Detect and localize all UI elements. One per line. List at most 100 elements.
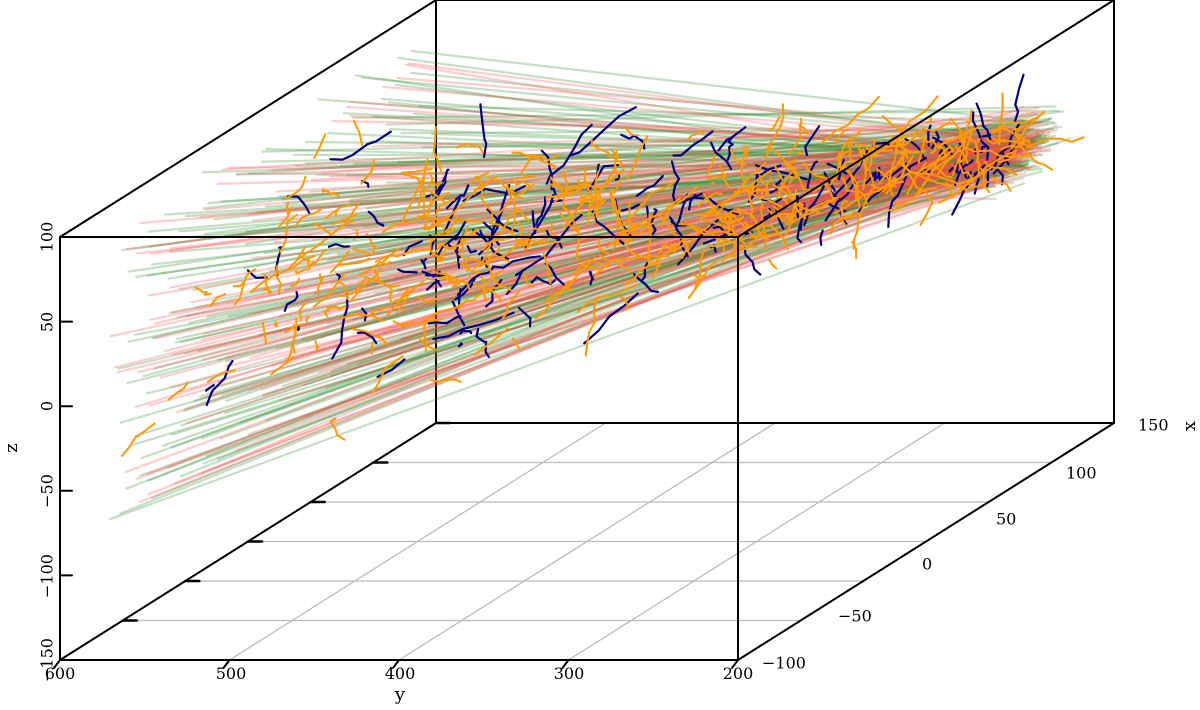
filament-orange (387, 283, 394, 305)
filament-orange (678, 223, 721, 244)
filament-orange (270, 356, 295, 376)
filament-orange (374, 248, 432, 263)
filament-orange (481, 218, 510, 251)
filament-orange (886, 148, 909, 174)
filament-orange (786, 188, 797, 225)
filament-orange (386, 279, 425, 316)
filament-navy (475, 327, 490, 359)
x-tick-label: 0 (922, 555, 932, 574)
filament-navy (804, 125, 821, 157)
sightline-green (400, 128, 1055, 135)
filament-orange (423, 198, 456, 231)
filament-orange (922, 159, 938, 176)
filament-orange (371, 355, 404, 393)
y-tick-label: 600 (45, 664, 76, 683)
sightline-red (399, 141, 1041, 252)
filament-orange (958, 130, 969, 164)
filament-orange (532, 227, 548, 231)
filament-navy (530, 276, 557, 286)
filament-navy (505, 269, 524, 296)
filament-orange (888, 95, 939, 148)
sightline-green (153, 144, 990, 370)
filament-navy (421, 270, 443, 288)
y-tick-label: 500 (216, 664, 247, 683)
x-tick-label: 100 (1066, 464, 1097, 483)
filament-navy (534, 196, 547, 226)
filament-orange (998, 92, 1004, 146)
sightline-red (396, 165, 1040, 228)
filament-orange (419, 180, 426, 216)
filament-navy (726, 137, 734, 161)
filament-navy (805, 160, 819, 191)
filament-orange (773, 206, 793, 222)
sightline-red (270, 136, 1039, 172)
sightline-green (167, 133, 1040, 469)
sightline-green (421, 141, 1036, 149)
filament-orange (660, 185, 699, 227)
filament-orange (458, 260, 481, 274)
filament-orange (338, 257, 371, 266)
sightline-red (185, 143, 1043, 425)
sightline-green (409, 71, 1034, 140)
filament-orange (301, 257, 311, 268)
filament-orange (958, 149, 1018, 192)
sightline-green (147, 149, 1022, 277)
filament-orange (797, 151, 803, 155)
filament-navy (367, 210, 385, 227)
filament-orange (605, 197, 681, 248)
filament-orange (305, 315, 310, 325)
filament-orange (623, 201, 647, 226)
filament-orange (907, 170, 969, 193)
filament-orange (430, 175, 498, 228)
y-tick (392, 659, 400, 669)
filament-orange (784, 160, 798, 179)
filament-orange (324, 203, 353, 220)
filament-orange (488, 222, 521, 244)
filament-orange (687, 260, 718, 299)
filament-orange (468, 274, 471, 279)
filament-orange (840, 199, 848, 206)
filament-orange (432, 125, 442, 172)
filament-orange (273, 321, 278, 328)
sightline-green (108, 182, 1026, 521)
filament-orange (949, 117, 978, 148)
z-tick-label: 100 (38, 222, 57, 253)
filament-orange (608, 190, 615, 214)
filament-orange (486, 269, 504, 284)
filament-orange (428, 192, 450, 208)
filament-orange (167, 381, 189, 401)
filament-navy (397, 268, 418, 274)
frame-edge (737, 422, 1115, 661)
sightline-green (330, 149, 1021, 377)
sightline-green (251, 134, 1014, 293)
filament-orange (286, 201, 289, 216)
filament-navy (454, 277, 477, 301)
filament-orange (1010, 111, 1045, 150)
sightline-green (365, 129, 1039, 210)
filament-orange (693, 248, 705, 291)
sightline-green (221, 153, 1037, 397)
filament-orange (559, 212, 579, 234)
z-tick-label: −150 (38, 638, 57, 682)
sightline-green (333, 162, 1029, 274)
filament-orange (263, 274, 271, 295)
filament-orange (548, 223, 553, 235)
filament-orange (798, 117, 809, 136)
filament-navy (975, 102, 992, 141)
filament-orange (582, 260, 603, 273)
filament-orange (583, 168, 594, 225)
filament-orange (733, 190, 783, 208)
filament-orange (591, 150, 618, 205)
x-axis-label: x (1179, 421, 1200, 431)
filament-orange (489, 234, 530, 261)
filament-navy (361, 307, 368, 322)
filament-navy (356, 331, 378, 345)
filament-orange (940, 145, 955, 160)
filament-navy (545, 123, 593, 185)
filament-orange (321, 187, 340, 197)
sightline-red (204, 165, 1034, 399)
filament-orange (396, 290, 412, 313)
sightline-red (124, 124, 1058, 474)
filament-orange (593, 170, 600, 218)
filament-orange (511, 151, 559, 162)
